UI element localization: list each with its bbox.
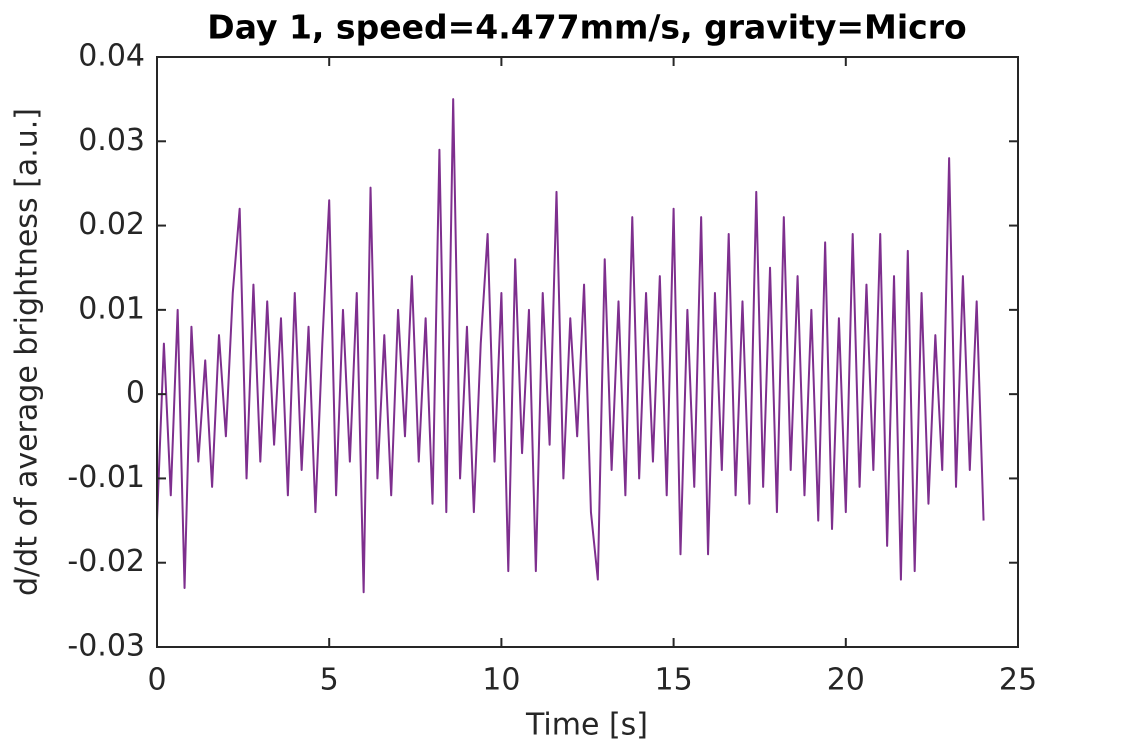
x-tick-label: 10	[482, 663, 520, 698]
plot-frame	[156, 56, 1019, 648]
y-tick-label: 0.03	[78, 123, 145, 158]
y-tick-label: 0	[126, 376, 145, 411]
y-tick-label: 0.01	[78, 291, 145, 326]
x-axis-label: Time [s]	[525, 708, 648, 743]
y-axis-label: d/dt of average brightness [a.u.]	[10, 108, 45, 596]
x-tick-label: 15	[655, 663, 693, 698]
data-line	[156, 98, 985, 594]
y-tick-label: 0.02	[78, 207, 145, 242]
y-tick-label: -0.03	[67, 629, 145, 664]
x-tick-label: 0	[147, 663, 166, 698]
x-tick-label: 25	[999, 663, 1037, 698]
y-tick-label: -0.02	[67, 544, 145, 579]
y-tick-label: -0.01	[67, 460, 145, 495]
chart-title: Day 1, speed=4.477mm/s, gravity=Micro	[207, 8, 966, 47]
x-tick-label: 20	[827, 663, 865, 698]
y-tick-label: 0.04	[78, 39, 145, 74]
x-tick-label: 5	[320, 663, 339, 698]
